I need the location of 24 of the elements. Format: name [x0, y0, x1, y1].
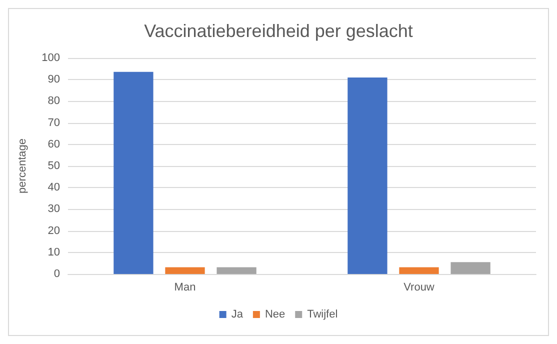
legend-label: Ja: [231, 308, 244, 320]
bar: [165, 267, 205, 274]
y-tick-label: 20: [48, 224, 60, 237]
bar: [114, 72, 154, 274]
x-tick-label: Vrouw: [404, 282, 434, 294]
bar: [348, 77, 388, 274]
y-tick-label: 100: [42, 52, 60, 64]
legend-label: Nee: [264, 308, 286, 320]
y-tick-label: 0: [54, 268, 60, 280]
y-tick-label: 70: [48, 116, 60, 129]
bar: [450, 262, 490, 274]
x-tick-label: Man: [174, 282, 196, 294]
y-tick-label: 30: [48, 203, 60, 216]
y-tick-label: 80: [48, 95, 60, 108]
bar: [399, 267, 439, 274]
y-tick-label: 50: [48, 160, 60, 172]
chart-title: Vaccinatiebereidheid per geslacht: [144, 21, 413, 41]
y-tick-label: 90: [48, 74, 60, 86]
y-tick-label: 40: [48, 182, 60, 194]
bar: [216, 267, 256, 274]
legend-label: Twijfel: [307, 308, 338, 320]
y-tick-label: 10: [48, 246, 60, 258]
y-axis-title: percentage: [16, 138, 28, 194]
y-tick-label: 60: [48, 138, 60, 150]
